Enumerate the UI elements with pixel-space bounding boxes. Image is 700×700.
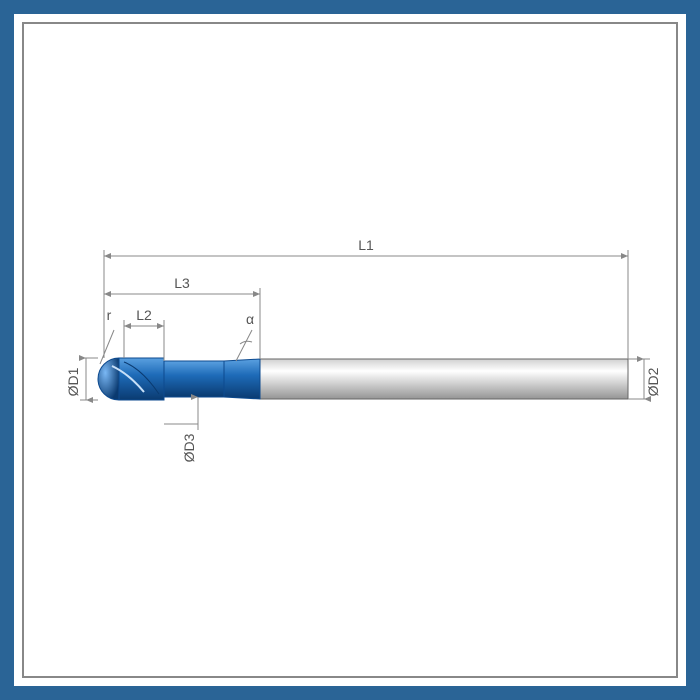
technical-drawing: L1 L3 L2 r α ØD1 ØD3 ØD2 (24, 24, 678, 678)
dim-d1-label: ØD1 (65, 367, 81, 396)
inner-frame: L1 L3 L2 r α ØD1 ØD3 ØD2 (22, 22, 678, 678)
head-cylinder (119, 358, 164, 400)
dim-l1-label: L1 (358, 237, 374, 253)
dim-alpha-label: α (246, 311, 254, 327)
outer-frame: L1 L3 L2 r α ØD1 ØD3 ØD2 (0, 0, 700, 700)
neck-cylinder (164, 361, 224, 397)
dim-l2-label: L2 (136, 307, 152, 323)
ball-nose (98, 358, 119, 400)
dim-d3-label: ØD3 (181, 433, 197, 462)
dim-l3-label: L3 (174, 275, 190, 291)
dim-r-label: r (107, 307, 112, 323)
neck-taper (224, 359, 260, 399)
shank (260, 359, 628, 399)
dim-alpha-line (236, 330, 252, 361)
dim-d2-label: ØD2 (645, 367, 661, 396)
